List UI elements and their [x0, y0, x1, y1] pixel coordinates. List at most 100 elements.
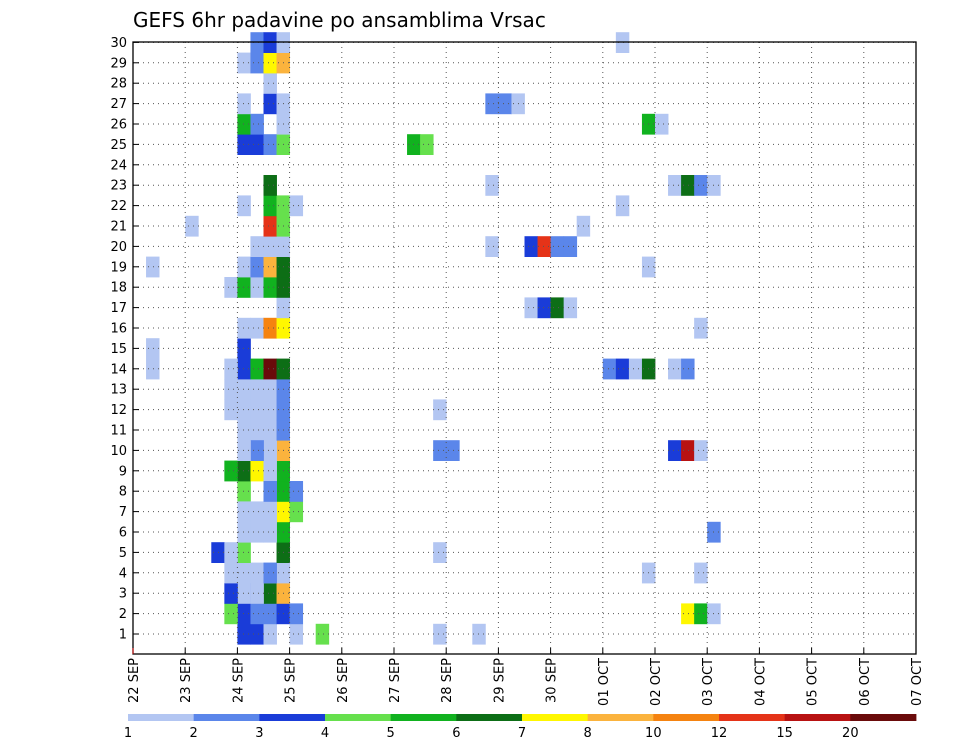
colorbar-swatch [587, 714, 654, 721]
precip-cell [237, 317, 251, 339]
x-tick-label: 26 SEP [336, 658, 351, 703]
x-tick-label: 02 OCT [649, 658, 664, 706]
precip-cell [250, 399, 264, 421]
precip-cell [224, 277, 238, 298]
precip-cell [263, 440, 277, 461]
colorbar-label: 8 [584, 726, 592, 741]
colorbar-swatch [653, 714, 720, 721]
precip-cell [289, 195, 304, 217]
precip-cell [250, 583, 264, 604]
precip-cell [537, 236, 551, 257]
precip-cell [224, 460, 238, 482]
precip-cell [237, 481, 251, 502]
colorbar-label: 15 [776, 726, 793, 741]
precip-cell [615, 358, 630, 380]
y-tick-label: 6 [119, 526, 127, 541]
precip-cell [237, 358, 251, 380]
colorbar-swatch [784, 714, 851, 721]
precip-cell [237, 399, 251, 421]
precip-cell [250, 256, 264, 278]
y-tick-label: 8 [119, 485, 127, 500]
precip-cell [250, 460, 264, 482]
precip-cell [433, 623, 447, 645]
colorbar-swatch [259, 714, 326, 721]
precip-cell [668, 175, 682, 196]
precip-cell [289, 623, 304, 645]
precip-cell [263, 521, 277, 543]
precip-cell [250, 562, 264, 584]
precip-cell [537, 297, 551, 319]
y-tick-label: 28 [110, 77, 127, 92]
precip-cell [237, 562, 251, 584]
colorbar-label: 1 [124, 726, 132, 741]
precip-cell [681, 358, 695, 380]
precip-cell [263, 195, 277, 217]
precip-cell [237, 440, 251, 461]
colorbar-swatch [390, 714, 457, 721]
precip-cell [224, 542, 238, 563]
precip-cell [433, 542, 447, 563]
x-tick-label: 27 SEP [388, 658, 403, 703]
precip-cell [485, 175, 499, 196]
precip-cells [146, 32, 721, 645]
y-tick-label: 17 [110, 301, 127, 316]
precip-cell [681, 440, 695, 461]
chart-title: GEFS 6hr padavine po ansamblima Vrsac [133, 8, 546, 32]
precip-cell [289, 603, 304, 625]
y-tick-label: 27 [110, 97, 127, 112]
precip-cell [681, 175, 695, 196]
colorbar-label: 20 [842, 726, 859, 741]
y-tick-label: 11 [110, 424, 127, 439]
precip-cell [237, 338, 251, 359]
precip-cell [250, 236, 264, 257]
precip-cell [250, 358, 264, 380]
colorbar-swatch [325, 714, 392, 721]
precip-cell [655, 113, 669, 135]
colorbar-label: 12 [711, 726, 728, 741]
y-tick-label: 7 [119, 505, 127, 520]
precip-cell [263, 603, 277, 625]
y-tick-label: 15 [110, 342, 127, 357]
precip-cell [628, 358, 643, 380]
x-tick-label: 30 SEP [545, 658, 560, 703]
x-axis: 22 SEP 23 SEP 24 SEP 25 SEP 26 SEP 27 SEP 28 S… [127, 648, 925, 706]
precip-cell [263, 379, 277, 400]
precip-cell [263, 52, 277, 74]
colorbar-legend: 1 2 3 4 5 6 7 8 10 12 15 20 [124, 714, 917, 741]
precip-cell [263, 93, 277, 115]
precip-cell [185, 215, 199, 237]
precip-cell [263, 562, 277, 584]
precip-cell [485, 93, 499, 115]
y-tick-label: 19 [110, 260, 127, 275]
precip-cell [263, 419, 277, 441]
precip-cell [250, 623, 264, 645]
colorbar-label: 10 [645, 726, 662, 741]
precip-cell [694, 317, 708, 339]
precip-cell [668, 358, 682, 380]
precip-cell [263, 175, 277, 196]
colorbar-swatch [456, 714, 523, 721]
y-tick-label: 25 [110, 138, 127, 153]
precip-cell [237, 542, 251, 563]
precip-cell [250, 501, 264, 523]
precip-cell [250, 603, 264, 625]
precip-cell [237, 419, 251, 441]
colorbar-label: 5 [387, 726, 395, 741]
y-tick-label: 16 [110, 322, 127, 337]
precip-cell [433, 399, 447, 421]
precip-cell [485, 236, 499, 257]
x-tick-label: 07 OCT [910, 658, 925, 706]
x-tick-label: 25 SEP [284, 658, 299, 703]
precip-cell [263, 215, 277, 237]
colorbar-swatch [128, 714, 195, 721]
precip-cell [263, 317, 277, 339]
precip-cell [263, 501, 277, 523]
precip-cell [263, 399, 277, 421]
colorbar-label: 3 [255, 726, 263, 741]
y-tick-label: 1 [119, 628, 127, 643]
y-tick-label: 3 [119, 587, 127, 602]
precip-cell [694, 562, 708, 584]
y-tick-label: 21 [110, 220, 127, 235]
precip-cell [237, 583, 251, 604]
y-tick-label: 30 [110, 36, 127, 51]
